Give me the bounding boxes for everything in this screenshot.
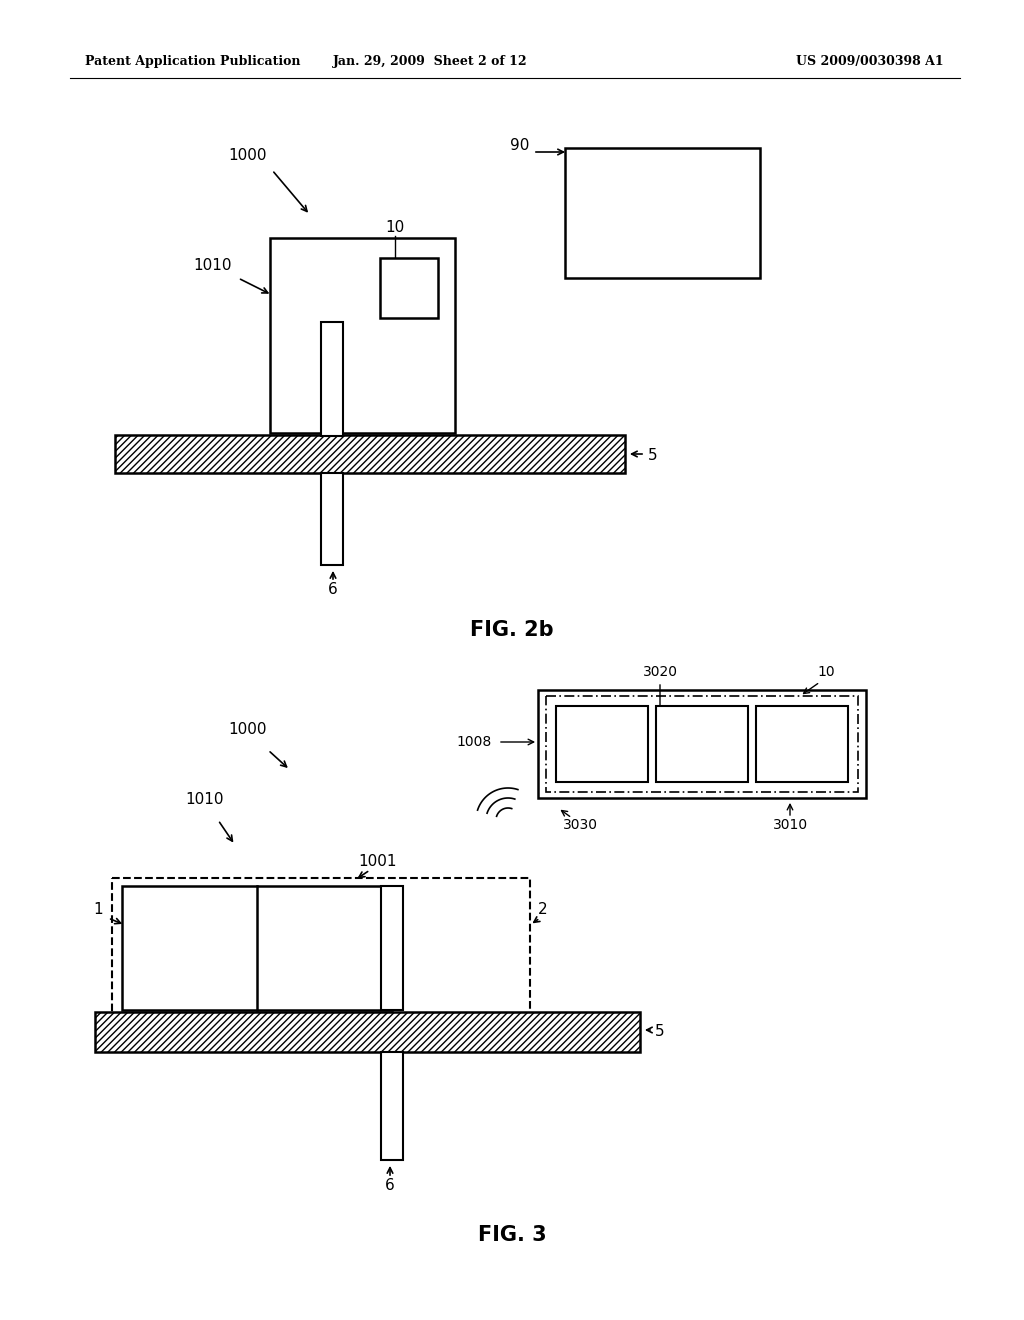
Bar — [565, 148, 760, 279]
Text: 6: 6 — [385, 1177, 395, 1192]
Text: 5: 5 — [648, 449, 657, 463]
Text: 5: 5 — [655, 1024, 665, 1040]
Bar — [546, 696, 858, 792]
Bar — [380, 257, 438, 318]
Text: 3020: 3020 — [642, 665, 678, 678]
Bar — [656, 706, 748, 781]
Text: 90: 90 — [510, 137, 529, 153]
Bar — [115, 436, 625, 473]
Text: FIG. 2b: FIG. 2b — [470, 620, 554, 640]
Text: 10: 10 — [385, 220, 404, 235]
Text: 10: 10 — [817, 665, 835, 678]
Text: 1000: 1000 — [228, 148, 267, 162]
Bar — [122, 886, 392, 1010]
Bar — [381, 1052, 403, 1160]
Text: 1000: 1000 — [228, 722, 267, 738]
Text: 1001: 1001 — [358, 854, 397, 870]
Bar — [538, 690, 866, 799]
Text: FIG. 3: FIG. 3 — [477, 1225, 547, 1245]
Text: 1008: 1008 — [457, 735, 492, 748]
Text: US 2009/0030398 A1: US 2009/0030398 A1 — [797, 55, 944, 69]
Text: 2: 2 — [539, 903, 548, 917]
Text: Jan. 29, 2009  Sheet 2 of 12: Jan. 29, 2009 Sheet 2 of 12 — [333, 55, 527, 69]
Bar — [321, 473, 343, 565]
Text: 6: 6 — [328, 582, 338, 598]
Text: 1010: 1010 — [185, 792, 224, 808]
Text: 1010: 1010 — [194, 257, 232, 272]
Bar — [381, 886, 403, 1010]
Bar — [95, 1012, 640, 1052]
Bar — [112, 878, 530, 1018]
Text: 1: 1 — [93, 903, 102, 917]
Text: 3030: 3030 — [562, 818, 597, 832]
Text: Patent Application Publication: Patent Application Publication — [85, 55, 300, 69]
Bar — [321, 322, 343, 436]
Bar — [756, 706, 848, 781]
Bar — [270, 238, 455, 433]
Bar — [556, 706, 648, 781]
Text: 3010: 3010 — [772, 818, 808, 832]
